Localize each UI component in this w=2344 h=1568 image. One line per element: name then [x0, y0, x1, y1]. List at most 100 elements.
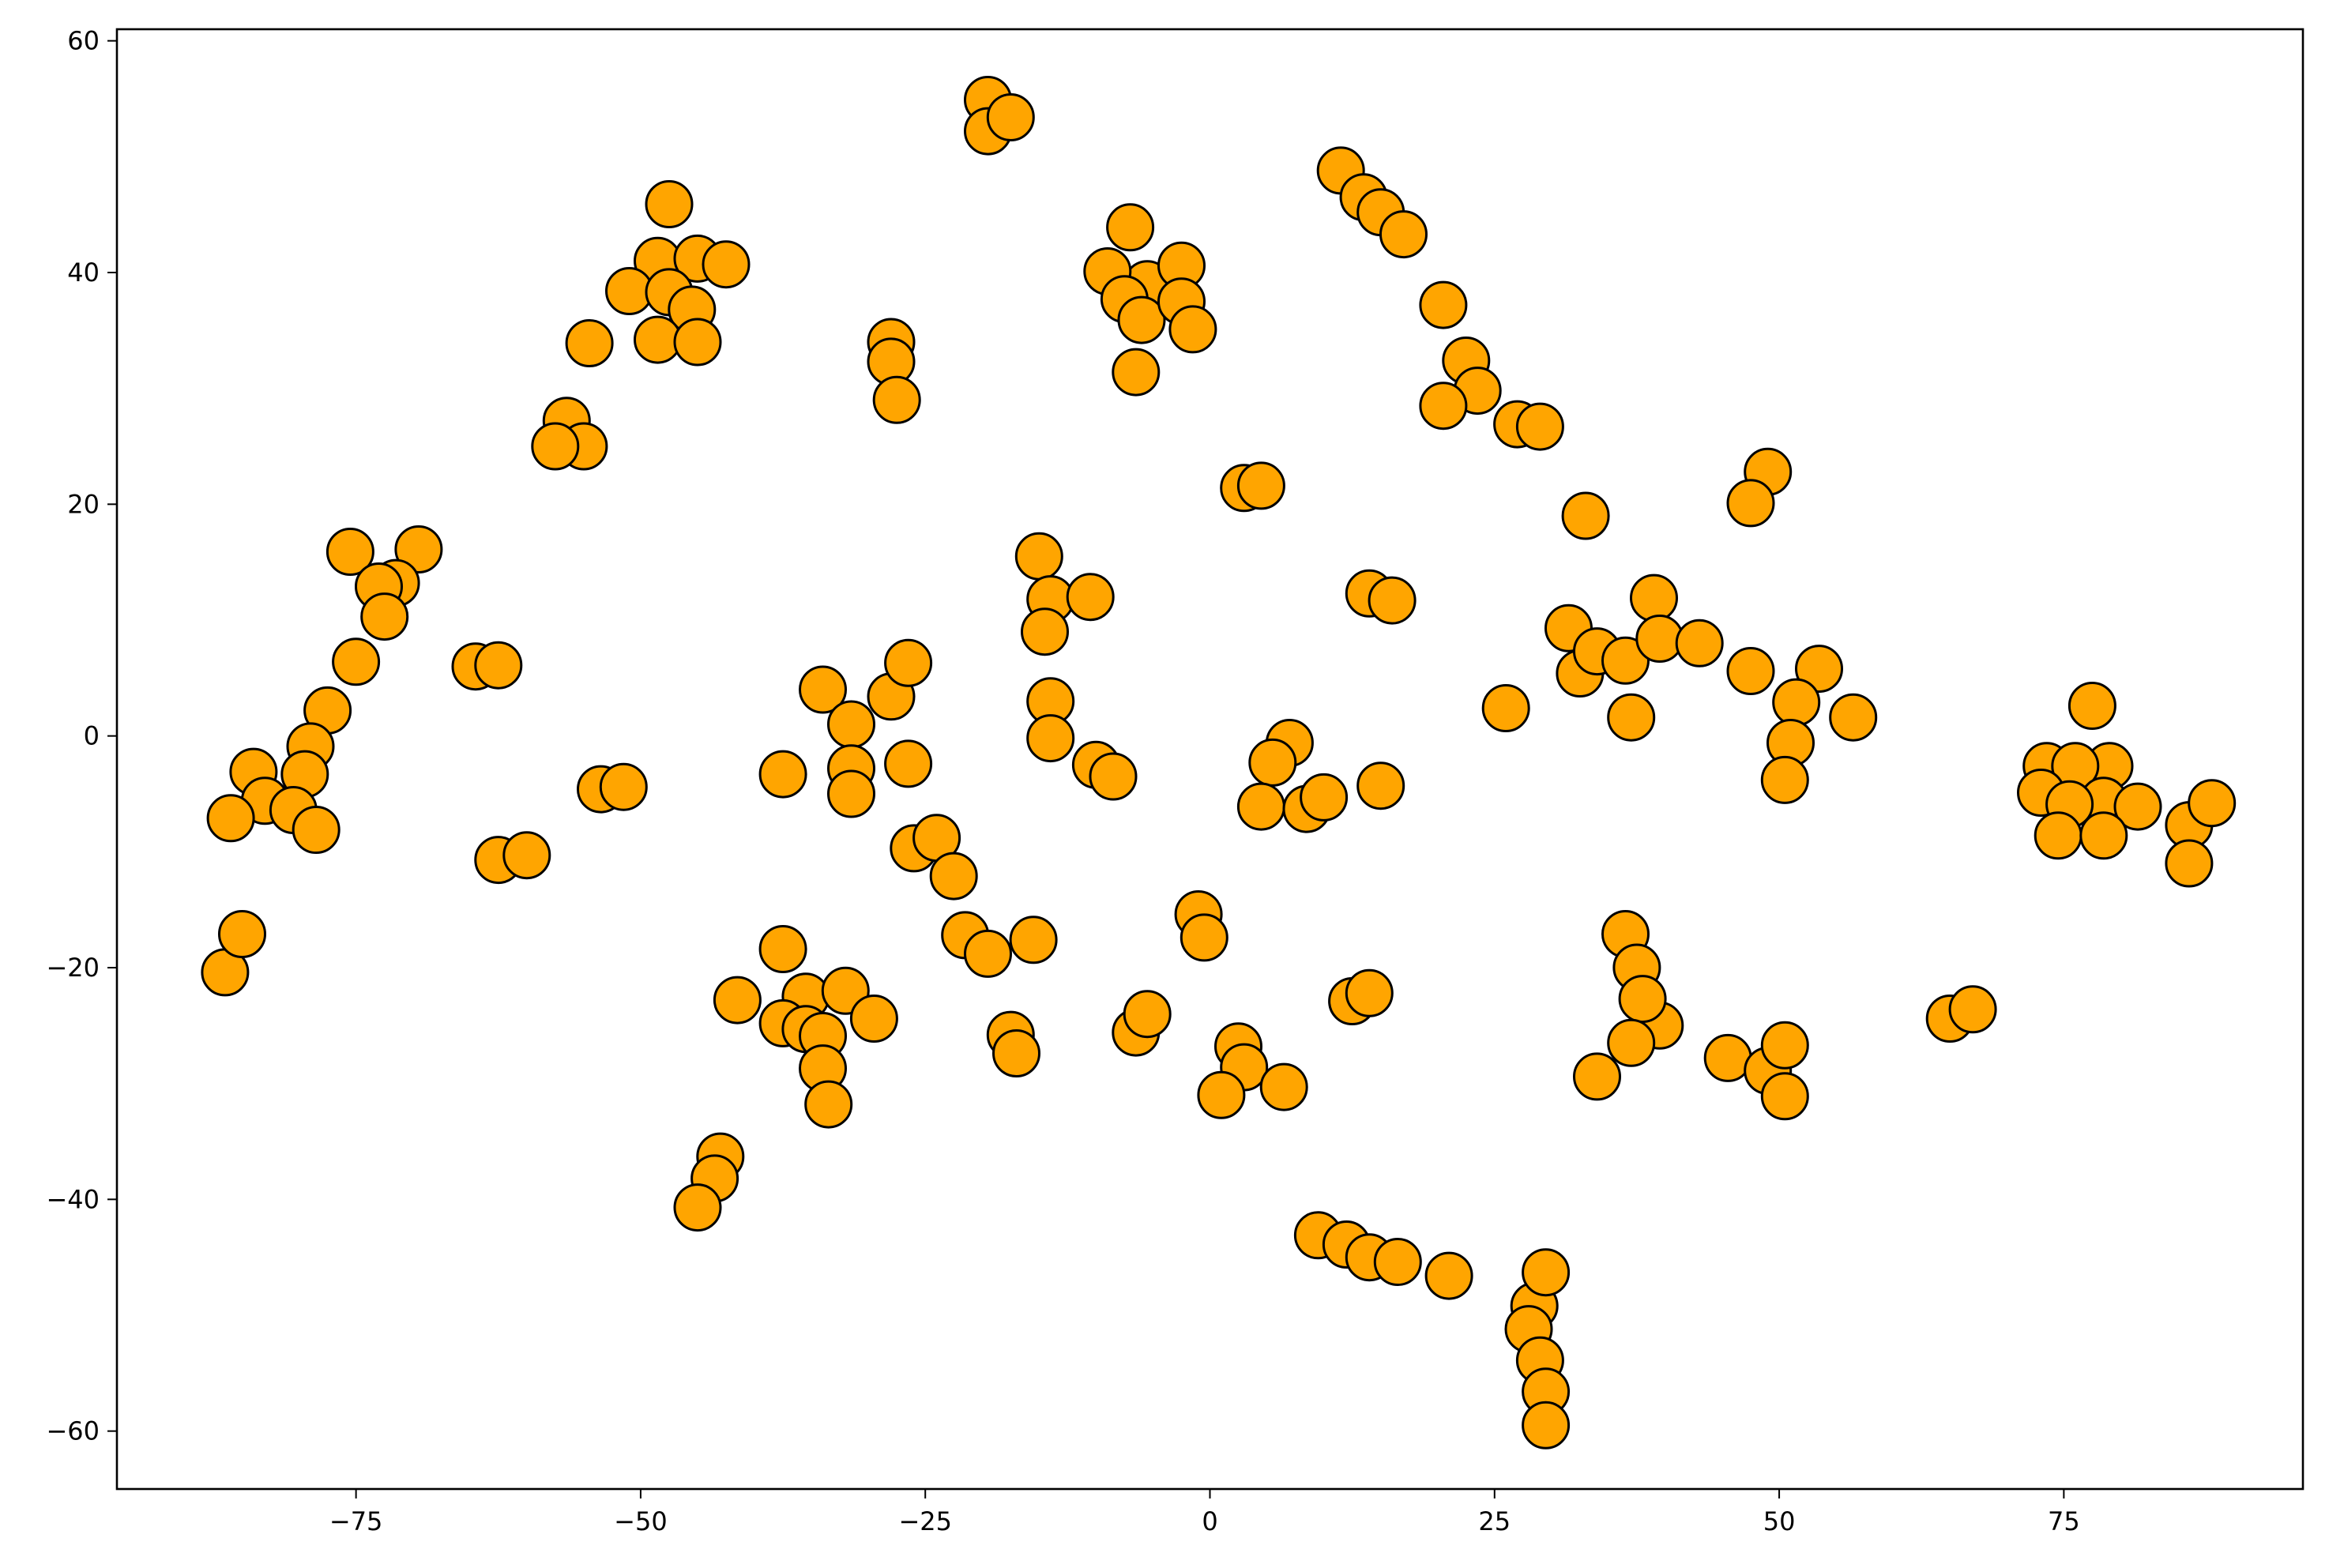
data-point	[1948, 985, 1997, 1034]
data-point	[645, 180, 694, 228]
data-point	[673, 1183, 722, 1232]
data-point	[1373, 1238, 1422, 1286]
data-point	[1345, 968, 1394, 1017]
data-point	[758, 925, 807, 973]
data-point	[1180, 913, 1228, 962]
data-point	[884, 739, 933, 788]
data-point	[1419, 280, 1468, 329]
data-point	[884, 638, 933, 687]
data-point	[531, 422, 580, 471]
data-point	[1675, 619, 1724, 667]
data-point	[292, 806, 341, 854]
data-point	[474, 641, 523, 690]
plot-background	[117, 29, 2303, 1489]
y-tick-label: −60	[46, 1416, 100, 1446]
data-point	[1561, 491, 1610, 540]
x-tick-label: −25	[898, 1506, 952, 1536]
x-tick-label: 25	[1478, 1506, 1511, 1536]
y-tick-label: −20	[46, 953, 100, 983]
data-point	[827, 769, 875, 818]
x-tick-label: −50	[614, 1506, 668, 1536]
data-point	[394, 525, 443, 573]
data-point	[1300, 773, 1349, 822]
data-point	[849, 995, 898, 1043]
data-point	[986, 93, 1035, 141]
data-point	[1760, 1072, 1809, 1121]
x-axis: −75 −50 −25 0 25 50 75	[329, 1489, 2080, 1536]
data-point	[1026, 714, 1075, 763]
y-tick-label: 0	[84, 721, 100, 751]
data-point	[1481, 684, 1530, 732]
data-point	[1760, 755, 1809, 804]
data-point	[1601, 636, 1650, 685]
data-point	[1760, 1021, 1809, 1070]
data-point	[1197, 1070, 1246, 1119]
data-point	[1117, 295, 1166, 344]
data-point	[1829, 693, 1878, 742]
data-point	[1009, 916, 1058, 964]
data-point	[702, 240, 751, 289]
data-point	[1248, 738, 1297, 787]
data-point	[1726, 647, 1775, 695]
data-point	[1123, 990, 1172, 1039]
data-point	[1236, 782, 1285, 831]
data-point	[360, 592, 409, 641]
points-layer	[201, 76, 2237, 1450]
x-tick-label: 50	[1763, 1506, 1796, 1536]
data-point	[1066, 573, 1115, 622]
data-point	[1379, 210, 1428, 259]
data-point	[1424, 1251, 1473, 1300]
x-tick-label: 0	[1202, 1506, 1217, 1536]
data-point	[713, 976, 762, 1025]
data-point	[2188, 779, 2237, 828]
data-point	[1112, 348, 1161, 397]
data-point	[1168, 305, 1217, 354]
data-point	[992, 1029, 1040, 1077]
data-point	[1726, 479, 1775, 528]
data-point	[799, 665, 847, 714]
data-point	[1772, 678, 1821, 727]
data-point	[218, 910, 266, 958]
data-point	[872, 375, 921, 424]
data-point	[1259, 1062, 1308, 1111]
data-point	[1368, 576, 1417, 625]
data-point	[1236, 461, 1285, 510]
data-point	[206, 794, 255, 843]
data-point	[1356, 761, 1405, 810]
y-tick-label: −40	[46, 1184, 100, 1214]
data-point	[1419, 382, 1468, 431]
data-point	[1607, 693, 1656, 742]
y-tick-label: 20	[67, 489, 100, 519]
data-point	[332, 637, 381, 686]
axes-frame	[115, 28, 2304, 1491]
data-point	[1089, 752, 1138, 801]
data-point	[599, 762, 648, 811]
data-point	[325, 528, 374, 576]
data-point	[1618, 975, 1667, 1024]
data-point	[2079, 811, 2128, 860]
data-point	[1630, 573, 1678, 622]
data-point	[1014, 532, 1063, 581]
x-tick-label: −75	[329, 1506, 383, 1536]
x-tick-label: 75	[2048, 1506, 2080, 1536]
data-point	[929, 852, 978, 901]
data-point	[1522, 1248, 1571, 1297]
y-axis: −60 −40 −20 0 20 40 60	[46, 26, 117, 1446]
data-point	[1106, 203, 1155, 252]
data-point	[2067, 682, 2116, 730]
data-point	[1515, 402, 1564, 451]
y-tick-label: 40	[67, 258, 100, 288]
data-point	[565, 319, 614, 367]
data-point	[1573, 1052, 1621, 1101]
data-point	[758, 750, 807, 799]
data-point	[804, 1080, 853, 1129]
data-point	[502, 831, 551, 880]
data-point	[1522, 1401, 1571, 1450]
data-point	[964, 929, 1012, 978]
data-point	[2034, 811, 2083, 860]
data-point	[673, 318, 722, 367]
data-point	[2165, 839, 2214, 888]
data-point	[1021, 607, 1069, 656]
